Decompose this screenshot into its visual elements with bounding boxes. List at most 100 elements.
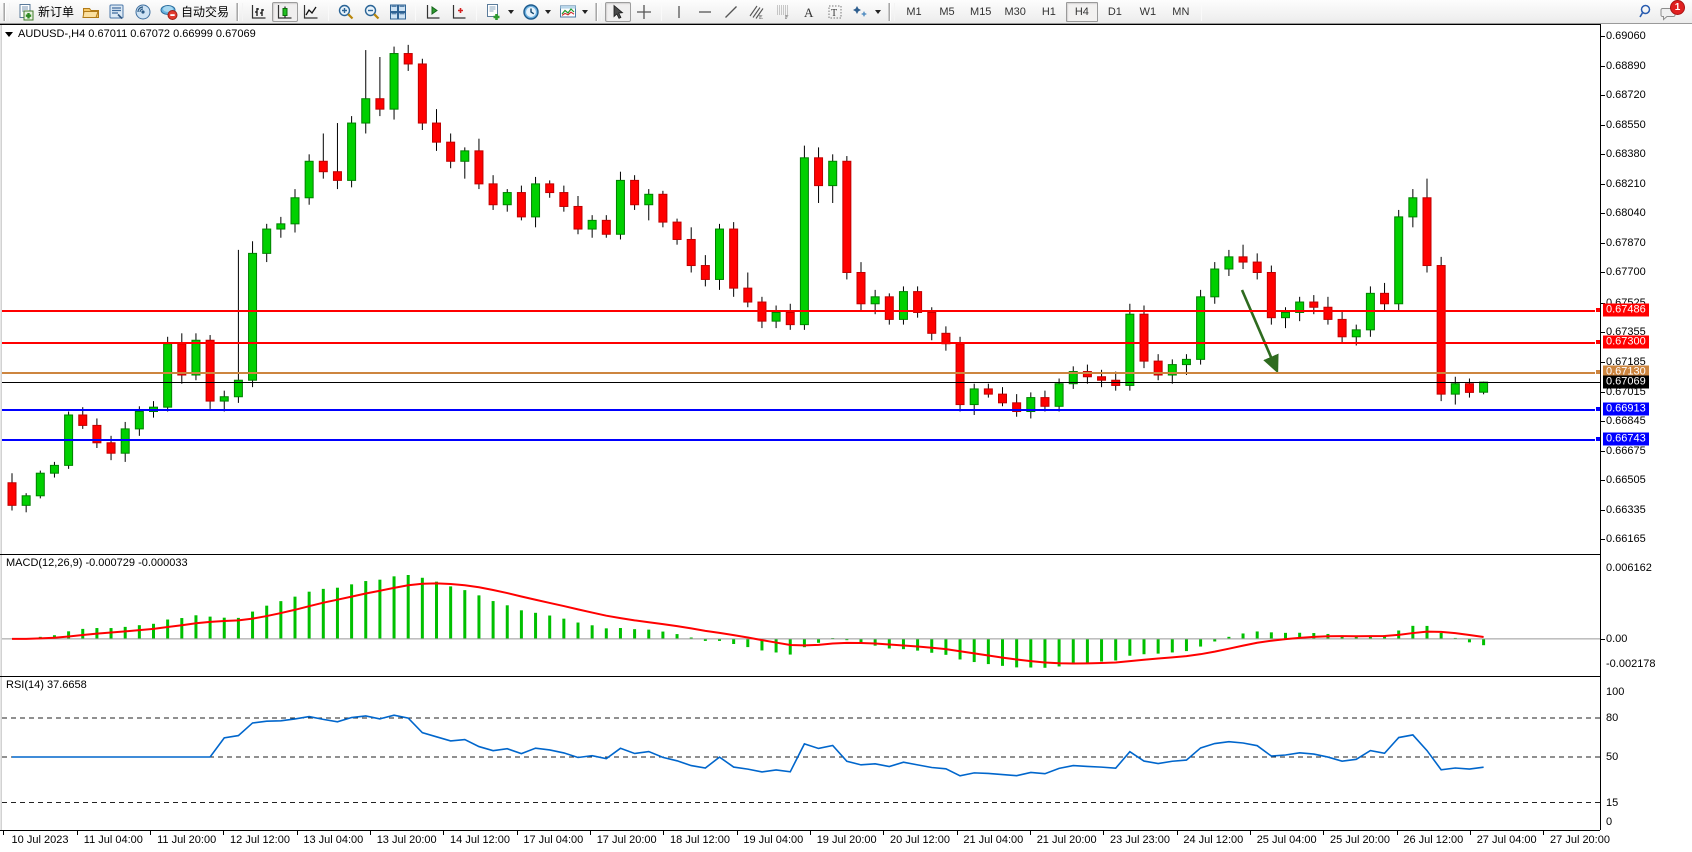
timeframe-h4-button[interactable]: H4 [1065, 1, 1098, 22]
chart-dropdown-icon[interactable] [5, 32, 13, 37]
fibonacci-button[interactable]: F [770, 2, 796, 22]
resistance-line-2-price-tag[interactable]: 0.67300 [1603, 335, 1649, 349]
price-tick-label: 0.67870 [1606, 236, 1646, 249]
time-tick-label: 25 Jul 20:00 [1330, 834, 1390, 846]
rsi-pane[interactable]: RSI(14) 37.6658 100 80 50 15 0 [0, 676, 1692, 830]
signals-button[interactable] [130, 2, 156, 22]
time-tick-mark [1323, 831, 1325, 835]
new-order-button[interactable]: 新订单 [13, 2, 78, 22]
zoom-out-button[interactable] [359, 2, 385, 22]
support-line-1[interactable] [2, 409, 1600, 412]
resistance-line-1[interactable] [2, 309, 1600, 312]
toolbar-grip-1[interactable] [3, 2, 10, 21]
new-chart-dropdown-arrow[interactable] [508, 9, 515, 14]
current-price-line[interactable] [2, 382, 1600, 384]
toolbar-grip-2[interactable] [236, 2, 244, 21]
pivot-line[interactable] [2, 371, 1600, 374]
horizontal-line-button[interactable] [692, 2, 718, 22]
search-button[interactable] [1634, 2, 1660, 22]
current-price-line-price-tag[interactable]: 0.67069 [1603, 375, 1649, 389]
open-data-folder-button[interactable] [78, 2, 104, 22]
line-chart-button[interactable] [298, 2, 324, 22]
auto-scroll-button[interactable] [446, 2, 472, 22]
timeframe-mn-button[interactable]: MN [1172, 5, 1190, 18]
price-tick-mark [1601, 242, 1605, 244]
rsi-label: RSI(14) 37.6658 [6, 679, 87, 691]
resistance-line-1-handle[interactable] [1595, 306, 1600, 313]
timeframe-d1-button[interactable]: D1 [1107, 5, 1122, 18]
objects-button[interactable] [848, 2, 885, 22]
horizontal-line-icon [696, 3, 714, 21]
timeframe-m1-button[interactable]: M1 [906, 5, 922, 18]
text-label-button[interactable]: T [822, 2, 848, 22]
pivot-line-handle[interactable] [1595, 368, 1600, 375]
time-tick-label: 21 Jul 20:00 [1036, 834, 1097, 846]
terminal-button[interactable] [104, 2, 130, 22]
price-tick-mark [1601, 509, 1605, 511]
support-line-2-handle[interactable] [1595, 435, 1600, 442]
shift-end-button[interactable] [420, 2, 446, 22]
price-tick-label: 0.68550 [1606, 118, 1646, 131]
price-tick-mark [1601, 124, 1605, 126]
timeframe-m15-button[interactable]: M15 [970, 5, 992, 18]
price-tick-label: 0.66335 [1606, 503, 1646, 516]
support-line-2-price-tag[interactable]: 0.66743 [1603, 432, 1649, 446]
toolbar-grip-4[interactable] [888, 2, 896, 21]
macd-pane-grip[interactable] [0, 554, 2, 676]
rsi-pane-grip[interactable] [0, 676, 2, 830]
timeframe-h1-button[interactable]: H1 [1041, 5, 1056, 18]
price-plot[interactable] [2, 24, 1600, 554]
timeframe-w1-button[interactable]: W1 [1139, 5, 1157, 18]
rsi-y-axis[interactable]: 100 80 50 15 0 [1600, 676, 1692, 830]
time-tick-mark [223, 831, 225, 835]
crosshair-button[interactable] [631, 2, 657, 22]
new-chart-button[interactable] [481, 2, 518, 22]
templates-icon [559, 3, 577, 21]
tile-windows-button[interactable] [385, 2, 411, 22]
text-button[interactable]: A [796, 2, 822, 22]
time-tick-mark [1103, 831, 1105, 835]
equidistant-channel-button[interactable]: E [744, 2, 770, 22]
period-dropdown-arrow[interactable] [545, 9, 552, 14]
support-line-1-handle[interactable] [1595, 406, 1600, 413]
zoom-in-button[interactable] [333, 2, 359, 22]
vertical-line-button[interactable] [666, 2, 692, 22]
trendline-button[interactable] [718, 2, 744, 22]
price-pane[interactable]: AUDUSD-,H4 0.67011 0.67072 0.66999 0.670… [0, 24, 1692, 554]
support-line-1-price-tag[interactable]: 0.66913 [1603, 402, 1649, 416]
rsi-plot[interactable] [2, 676, 1600, 830]
period-button[interactable] [518, 2, 555, 22]
macd-pane[interactable]: MACD(12,26,9) -0.000729 -0.000033 0.0061… [0, 554, 1692, 676]
resistance-line-2[interactable] [2, 342, 1600, 344]
resistance-line-1-price-tag[interactable]: 0.67486 [1603, 303, 1649, 317]
cursor-button[interactable] [605, 1, 632, 22]
time-tick-label: 25 Jul 04:00 [1256, 834, 1317, 846]
toolbar-grip-3[interactable] [595, 2, 603, 21]
time-tick-label: 19 Jul 04:00 [743, 834, 804, 846]
auto-trading-button[interactable]: 自动交易 [156, 2, 233, 22]
objects-dropdown-arrow[interactable] [875, 9, 882, 14]
timeframe-m30-button[interactable]: M30 [1004, 5, 1026, 18]
templates-button[interactable] [555, 2, 592, 22]
svg-text:T: T [831, 8, 837, 19]
support-line-2[interactable] [2, 438, 1600, 441]
timeframe-m5-button[interactable]: M5 [939, 5, 955, 18]
price-tick-mark [1601, 95, 1605, 97]
down-arrow-annotation[interactable] [2, 24, 1600, 554]
macd-plot[interactable] [2, 554, 1600, 676]
price-y-axis[interactable]: 0.69060 0.68890 0.68720 0.68550 0.68380 0.682… [1600, 24, 1692, 554]
time-tick-mark [516, 831, 518, 835]
resistance-line-2-handle[interactable] [1595, 339, 1600, 345]
candlestick-chart-button[interactable] [272, 1, 299, 22]
macd-y-axis[interactable]: 0.006162 0.00 -0.002178 [1600, 554, 1692, 676]
time-tick-mark [736, 831, 738, 835]
templates-dropdown-arrow[interactable] [582, 9, 589, 14]
time-axis[interactable]: 10 Jul 2023 11 Jul 04:00 11 Jul 20:00 12 Ju… [0, 830, 1610, 852]
bar-chart-button[interactable] [246, 2, 272, 22]
chart-area[interactable]: AUDUSD-,H4 0.67011 0.67072 0.66999 0.670… [0, 24, 1692, 852]
price-pane-grip[interactable] [0, 24, 2, 554]
time-tick-label: 21 Jul 04:00 [963, 834, 1024, 846]
price-tick-mark [1601, 272, 1605, 274]
pivot-line-price-tag[interactable]: 0.67130 [1603, 365, 1649, 379]
alerts-button[interactable]: 1 [1660, 0, 1685, 22]
